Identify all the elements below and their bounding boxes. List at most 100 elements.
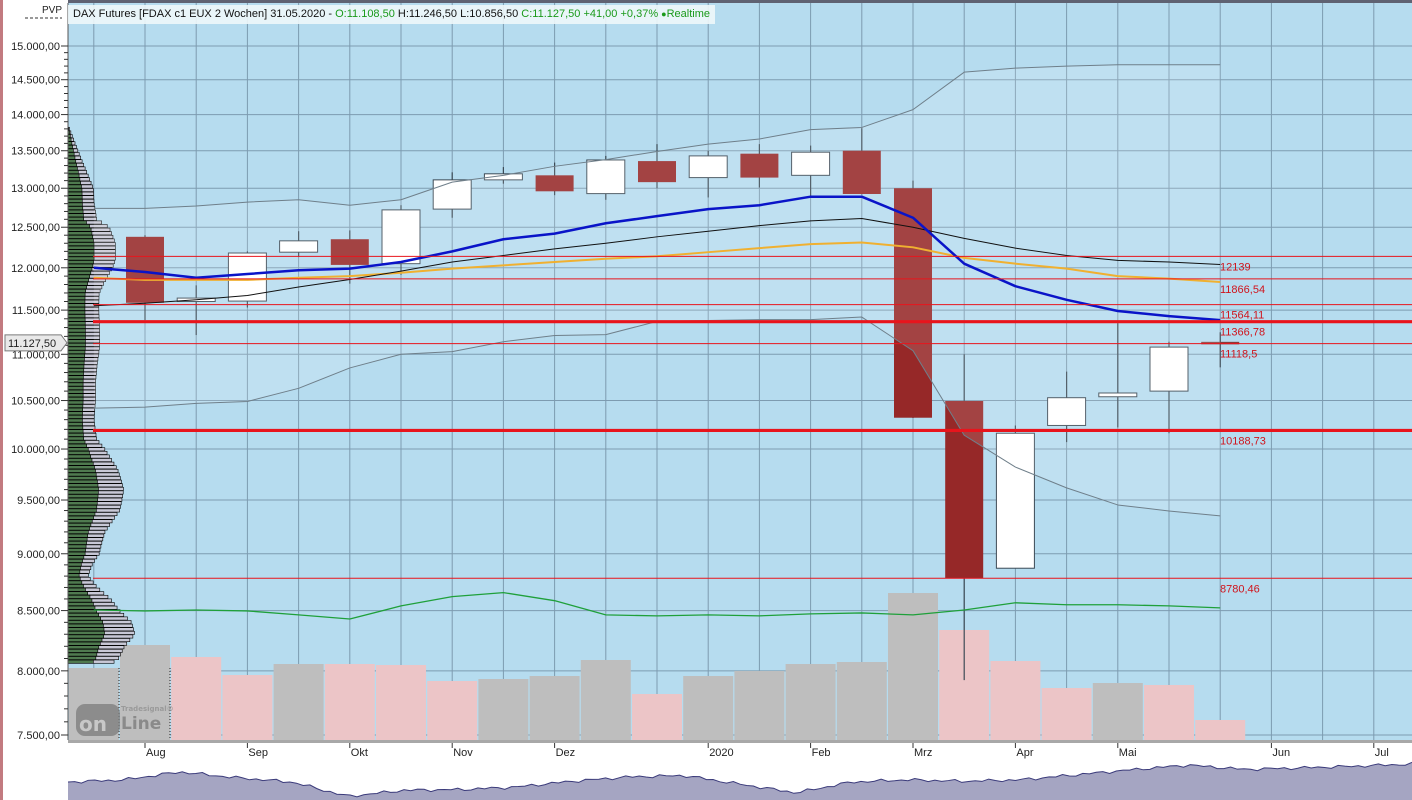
volume-profile-bar-inner [68, 436, 85, 441]
volume-profile-bar-inner [68, 170, 79, 174]
volume-bar [222, 675, 273, 740]
y-tick-label: 8.500,00 [17, 606, 60, 618]
volume-bar [529, 676, 580, 740]
x-tick-label: Okt [351, 747, 368, 759]
volume-profile-bar-inner [68, 220, 87, 225]
candle-body-up [688, 155, 728, 179]
volume-profile-bar-inner [68, 270, 92, 275]
volume-profile-bar-inner [68, 659, 94, 664]
volume-profile-bar-inner [68, 184, 82, 189]
x-tick-label: Mai [1119, 747, 1137, 759]
volume-profile-bar-inner [68, 134, 71, 138]
y-tick-label: 10.500,00 [11, 396, 60, 408]
volume-profile-bar-inner [68, 616, 101, 621]
volume-profile-bar-inner [68, 328, 86, 333]
volume-profile-bar-inner [68, 558, 83, 563]
volume-profile-bar-inner [68, 432, 84, 437]
candle[interactable] [894, 180, 932, 419]
volume-profile-bar-inner [68, 346, 86, 351]
candle[interactable] [279, 231, 319, 258]
candle-body-up [1149, 346, 1189, 392]
volume-profile-bar-inner [68, 612, 99, 617]
candle-body-up [1047, 397, 1087, 426]
y-tick-label: 12.000,00 [11, 263, 60, 275]
volume-profile-bar-inner [68, 177, 81, 182]
x-tick-label: Jul [1375, 747, 1389, 759]
change-value: +41,00 [583, 8, 618, 20]
volume-profile-bar-inner [68, 407, 84, 412]
volume-profile-bar-inner [68, 522, 92, 527]
logo-text-on: on [79, 712, 107, 736]
volume-profile-bar-inner [68, 645, 100, 650]
volume-profile-bar-inner [68, 602, 94, 606]
candle-body-up [483, 173, 523, 181]
candle[interactable] [432, 172, 472, 218]
volume-profile-bar-inner [68, 476, 98, 480]
volume-profile-bar-inner [68, 623, 104, 628]
candle[interactable] [1149, 341, 1189, 434]
volume-profile-bar-inner [68, 317, 86, 322]
y-tick-label: 9.500,00 [17, 495, 60, 507]
level-label: 11564,11 [1220, 310, 1264, 322]
candle[interactable] [1201, 332, 1240, 368]
volume-profile-bar-inner [68, 519, 93, 524]
volume-profile-bar-inner [68, 468, 96, 473]
x-tick-label: Apr [1016, 747, 1033, 759]
volume-profile-bar-inner [68, 544, 87, 549]
volume-profile-bar-inner [68, 548, 86, 552]
candle[interactable] [535, 162, 574, 196]
volume-bar [785, 664, 836, 740]
volume-bar [171, 657, 222, 740]
volume-profile-bar-inner [68, 245, 95, 250]
candle[interactable] [330, 230, 369, 284]
navigator[interactable] [67, 761, 1412, 800]
logo-text-line: Line [121, 714, 161, 734]
candle[interactable] [688, 150, 728, 198]
volume-profile-bar-inner [68, 141, 73, 146]
candle[interactable] [1098, 323, 1138, 428]
volume-profile-bar-inner [68, 173, 80, 178]
volume-profile-bar-inner [68, 414, 83, 419]
realtime-status: Realtime [666, 8, 711, 20]
y-tick-label: 13.500,00 [11, 146, 60, 158]
y-tick-label: 9.000,00 [17, 549, 60, 561]
candle-body-up [791, 151, 831, 176]
volume-profile-bar-inner [68, 296, 86, 300]
volume-profile-bar-inner [68, 515, 94, 520]
chart-legend: DAX Futures [FDAX c1 EUX 2 Wochen] 31.05… [68, 5, 716, 24]
volume-profile-bar-inner [68, 195, 83, 200]
candle[interactable] [381, 205, 421, 275]
candle[interactable] [995, 425, 1035, 569]
candle[interactable] [842, 128, 881, 195]
volume-profile-bar-inner [68, 411, 83, 416]
level-label: 10188,73 [1220, 435, 1266, 447]
volume-profile-bar-inner [68, 382, 84, 387]
volume-profile-bar-inner [68, 303, 86, 308]
low-value: L:10.856,50 [460, 8, 519, 20]
volume-bar [580, 660, 631, 740]
volume-profile-bar-inner [68, 375, 84, 380]
volume-bar [836, 662, 887, 740]
volume-profile-bar-inner [68, 360, 85, 365]
volume-profile-bar-inner [68, 393, 84, 398]
x-axis: Aug Sep Okt Nov Dez 2020 Feb Mrz Apr Mai Jun Jul [68, 740, 1412, 759]
candle[interactable] [586, 155, 626, 200]
volume-profile-bar-inner [68, 130, 70, 135]
volume-profile-bar-inner [68, 162, 77, 167]
volume-profile-bar-inner [68, 555, 85, 560]
volume-profile-bar-inner [68, 627, 105, 632]
level-label: 11366,78 [1220, 327, 1265, 339]
plot-area[interactable]: 12139 11866,54 11564,11 11366,78 11118,5 1018… [68, 3, 1412, 740]
candle-body-down [638, 161, 676, 183]
candle[interactable] [740, 144, 779, 188]
candle[interactable] [791, 145, 831, 198]
volume-bar [683, 676, 734, 740]
volume-profile-bar-inner [68, 609, 97, 614]
volume-profile-bar-inner [68, 364, 85, 369]
level-label: 11118,5 [1220, 349, 1257, 361]
volume-profile-bar-inner [68, 166, 78, 171]
volume-profile-bar-inner [68, 368, 85, 372]
volume-profile-bar-inner [68, 350, 86, 354]
candle[interactable] [1047, 371, 1087, 443]
